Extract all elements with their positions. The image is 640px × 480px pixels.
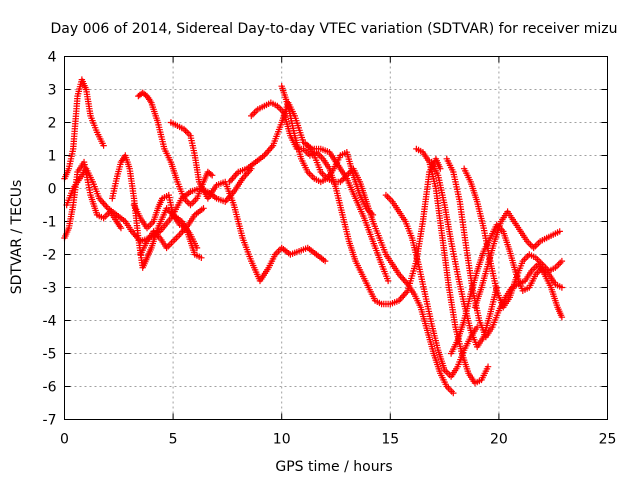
- plot-frame: [64, 56, 608, 420]
- series-track-5: [130, 191, 205, 261]
- x-tick-label: 0: [60, 432, 69, 448]
- data-point: [117, 224, 125, 232]
- series-track-17: [460, 165, 566, 311]
- series-track-19: [471, 208, 563, 311]
- data-point: [558, 284, 566, 291]
- x-axis-label: GPS time / hours: [275, 459, 392, 475]
- x-tick-label: 10: [273, 432, 291, 448]
- y-tick-label: -6: [43, 380, 57, 396]
- x-tick-label: 20: [490, 432, 508, 448]
- y-tick-label: -2: [43, 248, 57, 264]
- series-track-1: [61, 76, 107, 182]
- x-tick-label: 15: [381, 432, 399, 448]
- data-point: [200, 205, 207, 212]
- data-point: [556, 228, 563, 235]
- data-point: [558, 257, 566, 265]
- data-point: [208, 172, 216, 179]
- series-track-12: [304, 142, 457, 397]
- series-track-18: [447, 221, 566, 357]
- axis-ticks: -7 -6 -5 -4 -3 -2 -1 0 1 2 3 4 0 5 10 15 20 25: [43, 50, 617, 448]
- y-tick-label: 1: [48, 149, 57, 165]
- series-track-7: [137, 205, 207, 258]
- data-point: [484, 363, 492, 370]
- data-series: [61, 76, 566, 397]
- y-tick-label: 4: [48, 50, 57, 66]
- series-track-16: [443, 155, 566, 341]
- y-tick-label: 3: [48, 83, 57, 99]
- series-track-8: [167, 119, 329, 285]
- y-tick-label: -1: [43, 215, 57, 231]
- y-tick-label: -5: [43, 347, 57, 363]
- data-point: [100, 142, 107, 149]
- series-track-9: [248, 99, 444, 308]
- data-point: [321, 257, 329, 265]
- data-point: [384, 277, 392, 285]
- y-tick-label: -7: [43, 413, 57, 429]
- series-track-4: [109, 152, 201, 271]
- y-tick-label: -4: [43, 314, 57, 330]
- y-tick-label: -3: [43, 281, 57, 297]
- x-tick-label: 5: [169, 432, 178, 448]
- y-tick-label: 0: [48, 182, 57, 198]
- data-point: [198, 254, 205, 261]
- y-axis-label: SDTVAR / TECUs: [9, 180, 25, 295]
- data-point: [558, 314, 566, 321]
- series-track-6: [135, 89, 216, 209]
- x-tick-label: 25: [599, 432, 617, 448]
- data-point: [450, 389, 457, 397]
- series-track-15: [428, 158, 500, 351]
- chart-title: Day 006 of 2014, Sidereal Day-to-day VTE…: [51, 21, 618, 37]
- data-point: [207, 171, 214, 178]
- series-track-14: [413, 145, 492, 387]
- data-point: [437, 165, 444, 172]
- y-tick-label: 2: [48, 116, 57, 132]
